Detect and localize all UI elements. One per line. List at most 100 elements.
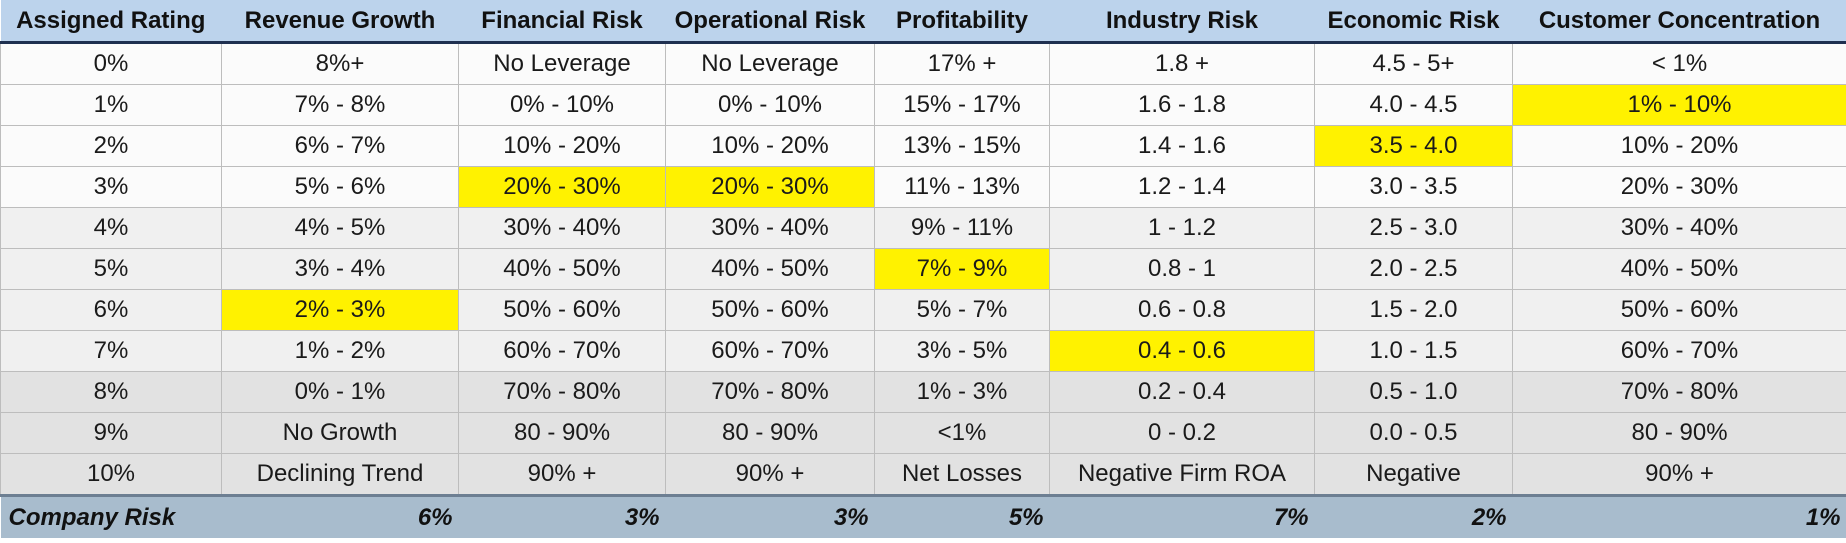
header-operational-risk: Operational Risk: [665, 0, 875, 44]
cell-industry-risk: 1.2 - 1.4: [1049, 166, 1315, 208]
table-row: 7% 1% - 2% 60% - 70% 60% - 70% 3% - 5% 0.4 - …: [0, 330, 1846, 372]
table-row: 2% 6% - 7% 10% - 20% 10% - 20% 13% - 15% 1.4 …: [0, 125, 1846, 167]
cell-economic-risk: 3.0 - 3.5: [1314, 166, 1513, 208]
header-financial-risk: Financial Risk: [458, 0, 666, 44]
cell-industry-risk: 1 - 1.2: [1049, 207, 1315, 249]
table-row: 3% 5% - 6% 20% - 30% 20% - 30% 11% - 13% 1.2 …: [0, 166, 1846, 208]
cell-financial-risk: 90% +: [458, 453, 666, 496]
cell-customer-concentration: 90% +: [1512, 453, 1846, 496]
cell-economic-risk: 1.5 - 2.0: [1314, 289, 1513, 331]
cell-assigned-rating: 2%: [0, 125, 222, 167]
cell-revenue-growth: 7% - 8%: [221, 84, 459, 126]
cell-profitability: 11% - 13%: [874, 166, 1050, 208]
cell-financial-risk: 20% - 30%: [458, 166, 666, 208]
cell-profitability: 13% - 15%: [874, 125, 1050, 167]
cell-economic-risk: 2.0 - 2.5: [1314, 248, 1513, 290]
company-risk-label: Company Risk: [0, 494, 222, 538]
table-row: 5% 3% - 4% 40% - 50% 40% - 50% 7% - 9% 0.8 - …: [0, 248, 1846, 290]
header-assigned-rating: Assigned Rating: [0, 0, 222, 44]
cell-financial-risk: No Leverage: [458, 42, 666, 85]
table-row: 9% No Growth 80 - 90% 80 - 90% <1% 0 - 0.2 0.0…: [0, 412, 1846, 454]
cell-industry-risk: 0.8 - 1: [1049, 248, 1315, 290]
company-risk-economic-risk: 2%: [1314, 494, 1513, 538]
cell-operational-risk: 80 - 90%: [665, 412, 875, 454]
cell-operational-risk: 10% - 20%: [665, 125, 875, 167]
cell-revenue-growth: 4% - 5%: [221, 207, 459, 249]
cell-financial-risk: 40% - 50%: [458, 248, 666, 290]
cell-operational-risk: 30% - 40%: [665, 207, 875, 249]
cell-customer-concentration: 80 - 90%: [1512, 412, 1846, 454]
cell-customer-concentration: 10% - 20%: [1512, 125, 1846, 167]
cell-revenue-growth: 6% - 7%: [221, 125, 459, 167]
cell-assigned-rating: 5%: [0, 248, 222, 290]
cell-assigned-rating: 6%: [0, 289, 222, 331]
cell-revenue-growth: 8%+: [221, 42, 459, 85]
cell-customer-concentration: 30% - 40%: [1512, 207, 1846, 249]
cell-profitability: 3% - 5%: [874, 330, 1050, 372]
cell-assigned-rating: 9%: [0, 412, 222, 454]
cell-assigned-rating: 10%: [0, 453, 222, 496]
cell-financial-risk: 50% - 60%: [458, 289, 666, 331]
cell-operational-risk: 90% +: [665, 453, 875, 496]
cell-assigned-rating: 8%: [0, 371, 222, 413]
header-customer-concentration: Customer Concentration: [1512, 0, 1846, 44]
company-risk-row: Company Risk 6% 3% 3% 5% 7% 2% 1%: [0, 494, 1846, 538]
cell-economic-risk: 0.5 - 1.0: [1314, 371, 1513, 413]
cell-customer-concentration: 50% - 60%: [1512, 289, 1846, 331]
header-revenue-growth: Revenue Growth: [221, 0, 459, 44]
cell-industry-risk: 1.4 - 1.6: [1049, 125, 1315, 167]
cell-assigned-rating: 3%: [0, 166, 222, 208]
cell-financial-risk: 80 - 90%: [458, 412, 666, 454]
cell-financial-risk: 70% - 80%: [458, 371, 666, 413]
cell-customer-concentration: 1% - 10%: [1512, 84, 1846, 126]
cell-economic-risk: 0.0 - 0.5: [1314, 412, 1513, 454]
cell-industry-risk: Negative Firm ROA: [1049, 453, 1315, 496]
cell-revenue-growth: 3% - 4%: [221, 248, 459, 290]
cell-industry-risk: 0.6 - 0.8: [1049, 289, 1315, 331]
cell-economic-risk: Negative: [1314, 453, 1513, 496]
table-row: 6% 2% - 3% 50% - 60% 50% - 60% 5% - 7% 0.6 - …: [0, 289, 1846, 331]
cell-industry-risk: 0 - 0.2: [1049, 412, 1315, 454]
company-risk-revenue-growth: 6%: [221, 494, 459, 538]
cell-assigned-rating: 7%: [0, 330, 222, 372]
cell-financial-risk: 0% - 10%: [458, 84, 666, 126]
company-risk-operational-risk: 3%: [665, 494, 875, 538]
cell-revenue-growth: No Growth: [221, 412, 459, 454]
cell-profitability: 7% - 9%: [874, 248, 1050, 290]
cell-profitability: <1%: [874, 412, 1050, 454]
cell-profitability: 15% - 17%: [874, 84, 1050, 126]
cell-financial-risk: 30% - 40%: [458, 207, 666, 249]
header-industry-risk: Industry Risk: [1049, 0, 1315, 44]
cell-revenue-growth: 0% - 1%: [221, 371, 459, 413]
cell-revenue-growth: Declining Trend: [221, 453, 459, 496]
cell-financial-risk: 10% - 20%: [458, 125, 666, 167]
cell-operational-risk: 0% - 10%: [665, 84, 875, 126]
table-row: 10% Declining Trend 90% +90% + Net Losses Ne…: [0, 453, 1846, 496]
cell-operational-risk: 60% - 70%: [665, 330, 875, 372]
cell-assigned-rating: 4%: [0, 207, 222, 249]
cell-profitability: Net Losses: [874, 453, 1050, 496]
cell-assigned-rating: 1%: [0, 84, 222, 126]
cell-customer-concentration: 40% - 50%: [1512, 248, 1846, 290]
cell-assigned-rating: 0%: [0, 42, 222, 85]
cell-customer-concentration: 60% - 70%: [1512, 330, 1846, 372]
cell-economic-risk: 3.5 - 4.0: [1314, 125, 1513, 167]
cell-economic-risk: 2.5 - 3.0: [1314, 207, 1513, 249]
table-body: 0% 8%+ No Leverage No Leverage 17% +1.8 +4.5…: [0, 42, 1846, 496]
cell-operational-risk: 50% - 60%: [665, 289, 875, 331]
table-row: 8% 0% - 1% 70% - 80% 70% - 80% 1% - 3% 0.2 - …: [0, 371, 1846, 413]
table-row: 0% 8%+ No Leverage No Leverage 17% +1.8 +4.5…: [0, 42, 1846, 85]
cell-operational-risk: 40% - 50%: [665, 248, 875, 290]
cell-financial-risk: 60% - 70%: [458, 330, 666, 372]
header-economic-risk: Economic Risk: [1314, 0, 1513, 44]
cell-industry-risk: 1.8 +: [1049, 42, 1315, 85]
cell-revenue-growth: 5% - 6%: [221, 166, 459, 208]
cell-profitability: 17% +: [874, 42, 1050, 85]
cell-revenue-growth: 2% - 3%: [221, 289, 459, 331]
company-risk-customer-concentration: 1%: [1512, 494, 1846, 538]
table-row: 1% 7% - 8% 0% - 10% 0% - 10% 15% - 17% 1.6 - …: [0, 84, 1846, 126]
cell-economic-risk: 1.0 - 1.5: [1314, 330, 1513, 372]
cell-industry-risk: 0.2 - 0.4: [1049, 371, 1315, 413]
cell-profitability: 9% - 11%: [874, 207, 1050, 249]
